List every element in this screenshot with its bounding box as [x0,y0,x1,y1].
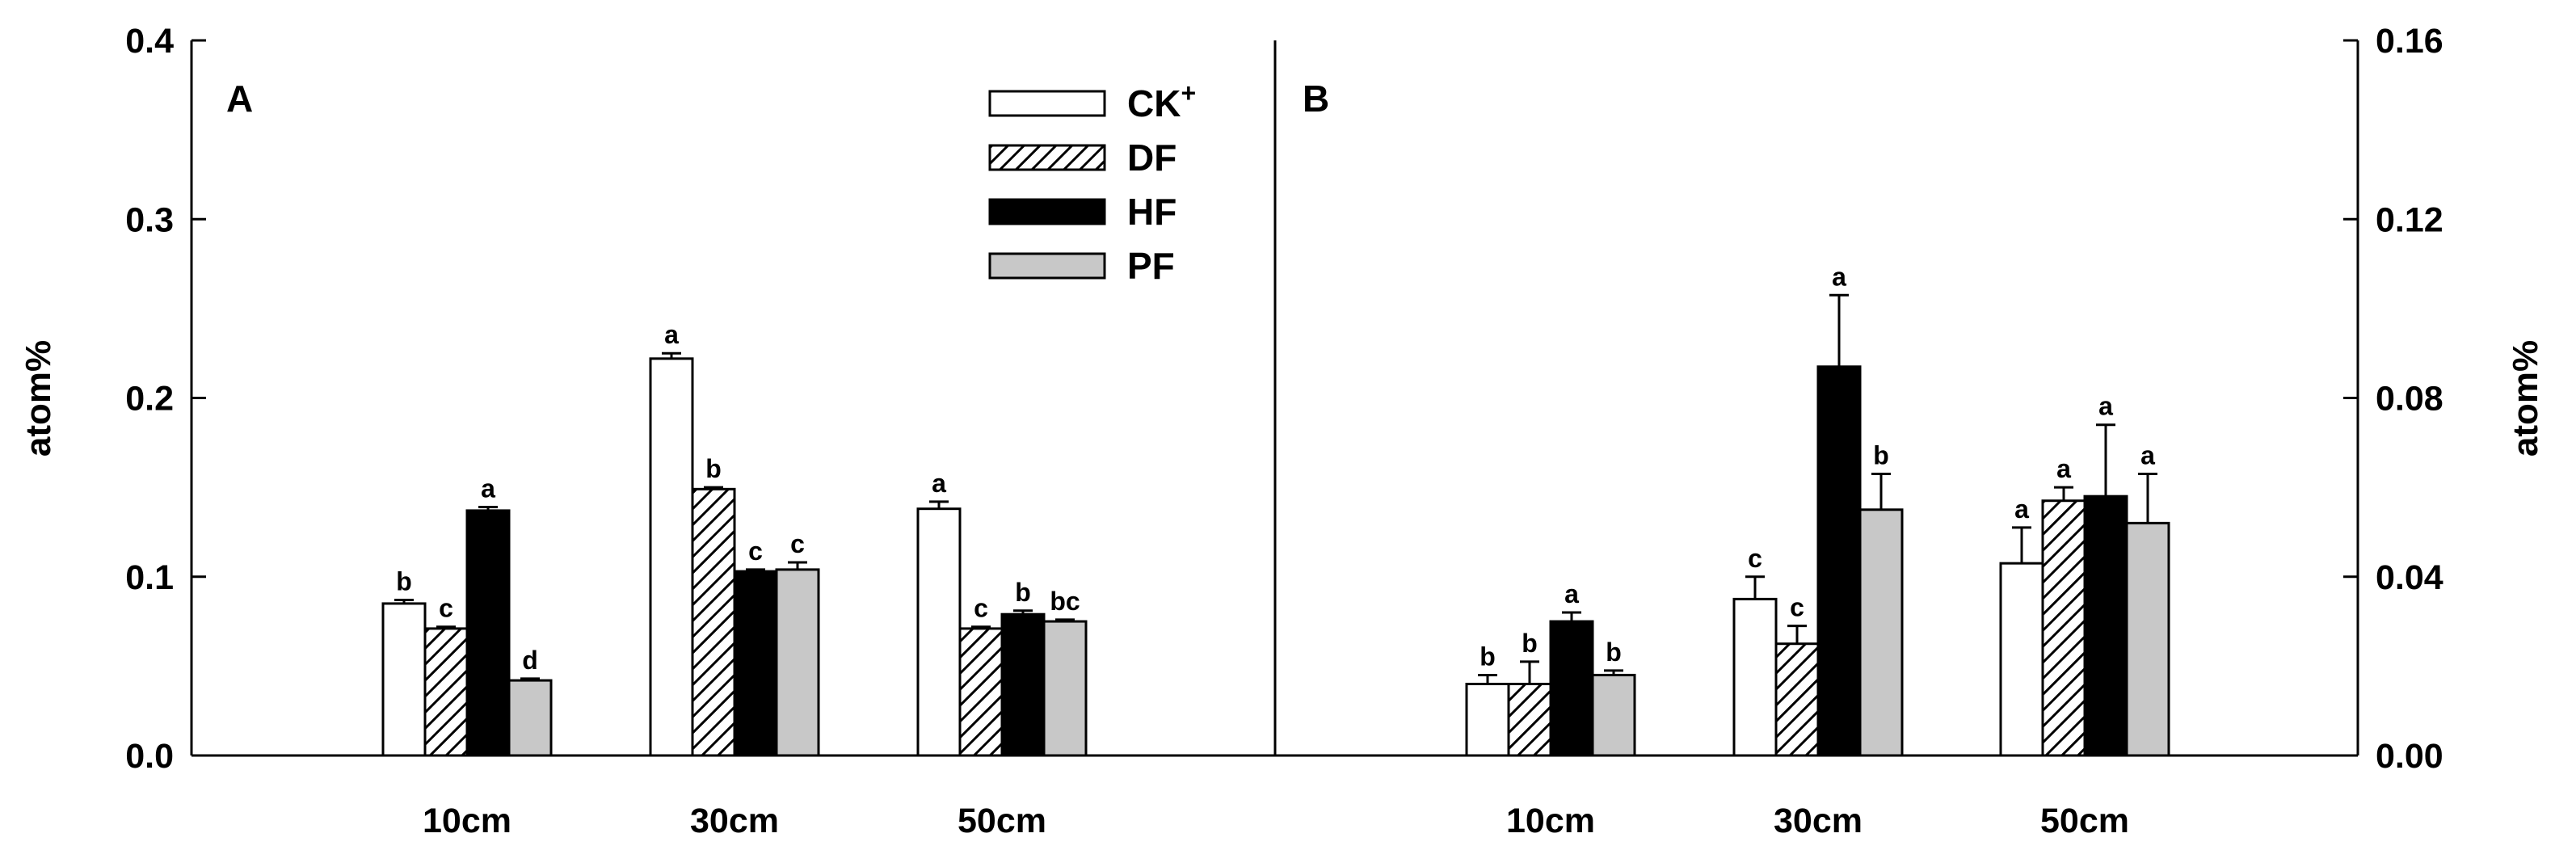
legend-swatch [988,198,1106,225]
bar-hf [465,509,511,757]
significance-letter: a [932,469,946,498]
bar-hf [733,570,778,757]
significance-letter: b [1480,642,1496,671]
bar-hf [2083,495,2128,757]
bar-pf [507,679,553,757]
bar-pf [1042,620,1088,757]
legend-swatch [988,90,1106,117]
panel-a-y-title: atom% [19,340,58,457]
x-tick-label: 30cm [690,802,779,840]
significance-letter: a [2014,495,2029,524]
bar-ckplus [381,602,427,757]
bar-hf [1000,612,1046,757]
panel-a-y-tick-label: 0.3 [125,200,174,239]
x-tick-label: 50cm [2040,802,2129,840]
significance-letter: a [2098,392,2113,421]
significance-letter: b [1522,629,1538,658]
panel-b-y-tick-label: 0.08 [2376,380,2443,419]
significance-letter: a [664,320,679,349]
panel-a-y-tick-label: 0.1 [125,558,174,597]
significance-letter: a [2140,441,2155,470]
panel-a-label: A [226,78,253,120]
significance-letter: d [522,646,538,675]
bar-pf [1858,508,1904,757]
bar-ckplus [1999,562,2044,757]
significance-letter: b [705,454,722,483]
panel-b-y-tick-label: 0.00 [2376,737,2443,776]
panel-b-label: B [1303,78,1329,120]
bar-ckplus [649,357,694,757]
bar-ckplus [916,507,962,757]
legend: CK+ DF HF PF [988,78,1196,287]
significance-letter: c [748,537,763,566]
significance-letter: a [1832,262,1846,291]
legend-label: HF [1127,191,1176,233]
significance-letter: b [396,567,412,596]
x-tick-label: 10cm [423,802,511,840]
ticks-layer: 0.0 0.1 0.2 0.3 0.4 10cm 30cm 50cm 0.00 0.04 0.08 0… [125,22,2443,840]
bar-pf [775,568,820,757]
significance-letter: c [1748,544,1762,573]
bar-pf [1591,673,1636,757]
panel-a-y-tick-label: 0.2 [125,380,174,419]
panel-a-y-tick-label: 0.0 [125,737,174,776]
bar-pf [2125,521,2170,757]
legend-swatch [988,252,1106,280]
bar-hf [1549,620,1594,757]
panel-b-y-title: atom% [2506,340,2545,457]
legend-swatch [988,144,1106,171]
significance-letter: a [1564,579,1579,608]
panel-b-y-tick-label: 0.12 [2376,200,2443,239]
significance-letter: bc [1050,587,1080,616]
bar-ckplus [1465,683,1510,757]
legend-label: CK+ [1127,78,1196,124]
panel-b-y-tick-label: 0.16 [2376,22,2443,61]
bar-df [1774,642,1820,757]
legend-label: PF [1127,245,1175,287]
x-tick-label: 10cm [1506,802,1595,840]
bar-df [691,487,736,757]
panel-b-y-tick-label: 0.04 [2376,558,2443,597]
bar-df [958,627,1004,757]
legend-label: DF [1127,137,1176,179]
bar-df [2041,499,2086,757]
significance-letter: a [481,473,495,503]
significance-letter: b [1606,638,1622,667]
significance-letter: c [974,594,988,623]
bar-df [423,627,469,757]
x-tick-label: 50cm [958,802,1046,840]
significance-letter: c [439,594,453,623]
bar-df [1507,683,1552,757]
x-tick-label: 30cm [1774,802,1863,840]
significance-letter: c [790,529,805,558]
bar-hf [1816,365,1862,757]
bar-ckplus [1732,597,1778,757]
significance-letter: b [1873,441,1889,470]
significance-letter: b [1015,578,1031,607]
significance-letter: a [2056,454,2071,483]
significance-letter: c [1790,593,1804,622]
panel-a-y-tick-label: 0.4 [125,22,174,61]
